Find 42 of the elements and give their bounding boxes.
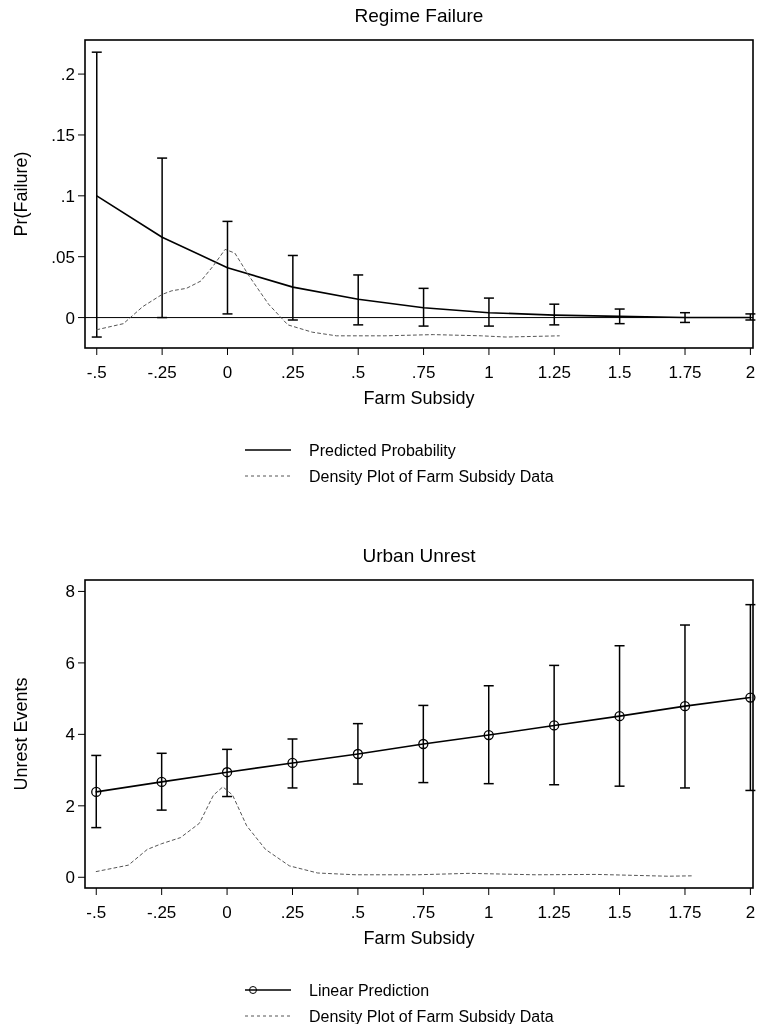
x-tick-label: -.5	[86, 363, 107, 382]
y-tick-label: .1	[60, 186, 75, 206]
x-axis-title: Farm Subsidy	[363, 928, 475, 948]
legend-label: Density Plot of Farm Subsidy Data	[309, 1007, 554, 1024]
x-tick-label: 2	[745, 363, 756, 382]
x-tick-label: 1.25	[537, 903, 571, 922]
x-tick-label: .5	[351, 363, 366, 382]
x-tick-label: 1.5	[607, 363, 632, 382]
y-tick-label: 4	[65, 725, 75, 745]
x-axis-title: Farm Subsidy	[363, 388, 475, 408]
legend-label: Linear Prediction	[309, 981, 430, 999]
x-tick-label: 1	[484, 363, 494, 382]
x-tick-label: 1.25	[537, 363, 571, 382]
y-tick-label: 2	[65, 796, 75, 816]
chart-title: Regime Failure	[354, 5, 484, 26]
x-tick-label: 0	[222, 903, 232, 922]
x-tick-label: 1.75	[668, 903, 702, 922]
y-tick-label: 0	[65, 868, 75, 888]
x-tick-label: -.5	[86, 903, 107, 922]
x-tick-label: .5	[350, 903, 365, 922]
y-axis-title: Pr(Failure)	[11, 151, 31, 237]
y-tick-label: 0	[65, 308, 75, 328]
x-tick-label: 1.5	[607, 903, 632, 922]
x-tick-label: 0	[222, 363, 233, 382]
x-tick-label: 2	[745, 903, 756, 922]
y-tick-label: 8	[65, 582, 75, 602]
y-tick-label: .15	[51, 125, 75, 145]
x-tick-label: .75	[411, 903, 436, 922]
x-tick-label: 1.75	[668, 363, 702, 382]
x-tick-label: -.25	[147, 903, 177, 922]
y-tick-label: 6	[65, 653, 75, 673]
y-tick-label: .2	[60, 65, 75, 85]
x-tick-label: .75	[411, 363, 436, 382]
x-tick-label: 1	[484, 903, 494, 922]
x-tick-label: .25	[280, 903, 305, 922]
legend-label: Predicted Probability	[309, 441, 456, 459]
chart-title: Urban Unrest	[362, 545, 477, 566]
legend-label: Density Plot of Farm Subsidy Data	[309, 467, 554, 485]
x-tick-label: -.25	[147, 363, 177, 382]
y-axis-title: Unrest Events	[11, 677, 31, 791]
x-tick-label: .25	[281, 363, 305, 382]
y-tick-label: .05	[51, 247, 75, 267]
